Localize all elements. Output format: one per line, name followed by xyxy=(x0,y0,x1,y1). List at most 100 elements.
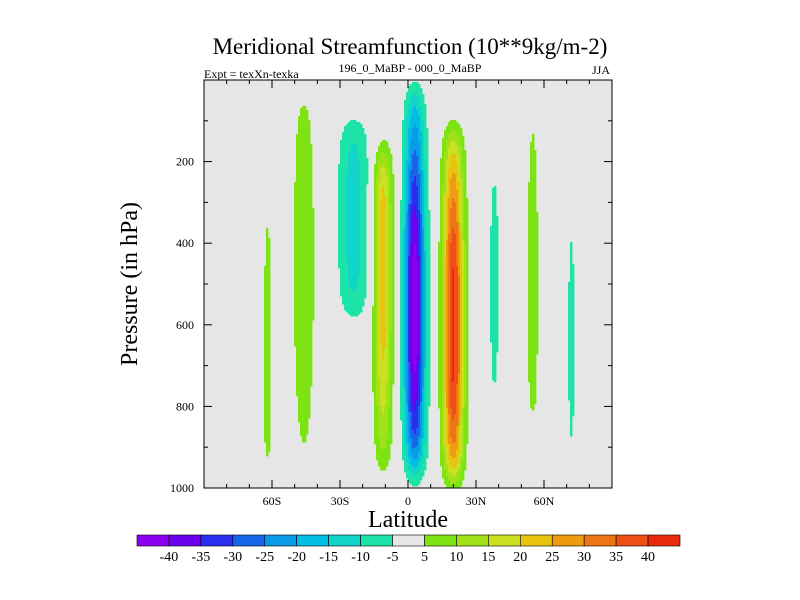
contour-cell xyxy=(374,400,377,403)
contour-cell xyxy=(404,190,407,193)
contour-cell xyxy=(450,268,453,271)
contour-cell xyxy=(342,300,365,303)
contour-cell xyxy=(448,232,451,235)
contour-cell xyxy=(420,316,423,319)
contour-cell xyxy=(406,242,409,245)
contour-cell xyxy=(448,346,451,349)
contour-cell xyxy=(460,362,463,365)
contour-cell xyxy=(386,204,389,207)
contour-cell xyxy=(426,254,431,257)
contour-cell xyxy=(422,156,425,159)
contour-cell xyxy=(464,232,469,235)
contour-cell xyxy=(458,226,461,229)
contour-cell xyxy=(380,174,387,177)
contour-cell xyxy=(448,122,459,125)
contour-cell xyxy=(378,308,381,311)
contour-cell xyxy=(422,304,425,307)
contour-cell xyxy=(264,286,271,289)
contour-cell xyxy=(402,244,405,247)
contour-cell xyxy=(442,358,445,361)
contour-cell xyxy=(438,356,443,359)
contour-cell xyxy=(410,190,413,193)
contour-cell xyxy=(420,160,423,163)
contour-cell xyxy=(460,386,463,389)
contour-cell xyxy=(374,422,379,425)
contour-cell xyxy=(466,380,469,383)
contour-cell xyxy=(404,110,409,113)
contour-cell xyxy=(528,310,539,313)
contour-cell xyxy=(400,370,403,373)
contour-cell xyxy=(422,264,425,267)
contour-cell xyxy=(528,184,537,187)
contour-cell xyxy=(388,190,391,193)
contour-cell xyxy=(490,230,499,233)
contour-cell xyxy=(294,310,315,313)
contour-cell xyxy=(462,296,465,299)
contour-cell xyxy=(264,292,271,295)
contour-cell xyxy=(294,186,313,189)
contour-cell xyxy=(380,330,387,333)
contour-cell xyxy=(418,114,423,117)
contour-cell xyxy=(420,118,423,121)
contour-cell xyxy=(376,160,379,163)
contour-cell xyxy=(406,142,409,145)
contour-cell xyxy=(408,324,411,327)
contour-cell xyxy=(412,352,419,355)
contour-cell xyxy=(424,130,429,133)
contour-cell xyxy=(426,336,431,339)
contour-cell xyxy=(374,266,377,269)
contour-cell xyxy=(446,246,449,249)
contour-cell xyxy=(380,342,387,345)
contour-cell xyxy=(424,312,427,315)
contour-cell xyxy=(422,150,425,153)
contour-cell xyxy=(426,200,429,203)
contour-cell xyxy=(458,414,461,417)
contour-cell xyxy=(406,204,409,207)
contour-cell xyxy=(404,192,407,195)
contour-cell xyxy=(296,176,313,179)
contour-cell xyxy=(444,412,447,415)
contour-cell xyxy=(444,388,447,391)
contour-cell xyxy=(446,294,449,297)
contour-cell xyxy=(418,164,421,167)
contour-cell xyxy=(450,340,453,343)
contour-cell xyxy=(400,334,403,337)
contour-cell xyxy=(424,134,429,137)
contour-cell xyxy=(404,356,407,359)
contour-cell xyxy=(426,282,431,285)
contour-cell xyxy=(442,242,445,245)
contour-cell xyxy=(296,362,313,365)
contour-cell xyxy=(412,232,419,235)
contour-cell xyxy=(448,294,451,297)
contour-cell xyxy=(426,260,431,263)
contour-cell xyxy=(294,272,315,275)
contour-cell xyxy=(406,258,409,261)
contour-cell xyxy=(420,308,423,311)
contour-cell xyxy=(444,348,447,351)
contour-cell xyxy=(416,400,421,403)
contour-cell xyxy=(448,198,453,201)
contour-cell xyxy=(464,402,467,405)
contour-cell xyxy=(466,392,469,395)
contour-cell xyxy=(412,198,419,201)
contour-cell xyxy=(450,376,453,379)
contour-cell xyxy=(456,182,461,185)
contour-cell xyxy=(386,282,389,285)
contour-cell xyxy=(380,254,387,257)
contour-cell xyxy=(446,186,449,189)
contour-cell xyxy=(490,228,499,231)
contour-cell xyxy=(296,350,313,353)
contour-cell xyxy=(372,314,377,317)
contour-cell xyxy=(458,240,461,243)
contour-cell xyxy=(442,248,445,251)
contour-cell xyxy=(408,88,423,91)
contour-cell xyxy=(462,218,465,221)
contour-cell xyxy=(392,264,395,267)
contour-cell xyxy=(404,116,407,119)
contour-cell xyxy=(380,382,387,385)
contour-cell xyxy=(408,310,411,313)
contour-cell xyxy=(264,410,271,413)
contour-cell xyxy=(420,406,423,409)
contour-cell xyxy=(418,230,421,233)
contour-cell xyxy=(400,260,403,263)
